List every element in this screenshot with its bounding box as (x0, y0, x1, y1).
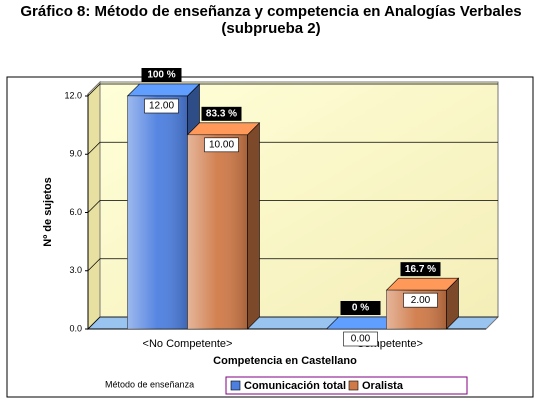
bar-top (126, 83, 201, 97)
percent-label-box (141, 68, 182, 82)
value-label: 12.00 (149, 101, 174, 112)
legend (225, 376, 468, 395)
y-tick-label: 0.0 (69, 323, 82, 333)
legend-label: Oralista (362, 380, 404, 392)
percent-label-box (400, 262, 441, 277)
y-tick-label: 9.0 (69, 149, 82, 159)
grid-line (87, 200, 498, 213)
percent-label: 0 % (352, 303, 369, 314)
x-tick-label: <No Competente> (143, 338, 233, 350)
y-tick-label: 6.0 (69, 207, 82, 217)
chart-title: Gráfico 8: Método de enseñanza y compete… (20, 3, 521, 20)
value-label-box (343, 331, 378, 347)
percent-label: 83.3 % (206, 108, 237, 119)
percent-label-box (340, 301, 381, 315)
bar-top (186, 122, 261, 136)
grid-line (87, 83, 498, 97)
y-tick-label: 12.0 (64, 90, 82, 100)
value-label: 0.00 (351, 334, 371, 345)
x-axis-label: Competencia en Castellano (213, 355, 357, 367)
value-label: 10.00 (209, 139, 234, 150)
y-tick-label: 3.0 (69, 265, 82, 275)
value-label-box (144, 98, 179, 114)
legend-swatch (348, 380, 359, 391)
grid-line (87, 141, 498, 155)
chart-subtitle: (subprueba 2) (221, 20, 320, 37)
legend-label: Comunicación total (244, 380, 346, 392)
bar-side (247, 122, 260, 330)
bar-shine (187, 134, 248, 329)
grid-line (87, 258, 498, 271)
y-axis-label: Nº de sujetos (42, 177, 54, 246)
percent-label: 16.7 % (405, 264, 436, 275)
bar-shine (127, 96, 188, 329)
percent-label-box (201, 106, 242, 121)
value-label: 2.00 (411, 295, 431, 306)
percent-label: 100 % (147, 70, 175, 81)
value-label-box (204, 137, 239, 153)
legend-swatch (230, 380, 241, 391)
bar-top (385, 277, 460, 291)
legend-title: Método de enseñanza (105, 379, 194, 389)
value-label-box (403, 292, 438, 308)
side-wall (87, 80, 101, 331)
